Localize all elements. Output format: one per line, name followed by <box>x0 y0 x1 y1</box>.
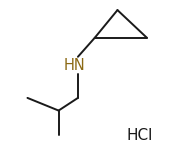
Text: HCl: HCl <box>126 128 153 143</box>
Text: HN: HN <box>64 58 86 73</box>
